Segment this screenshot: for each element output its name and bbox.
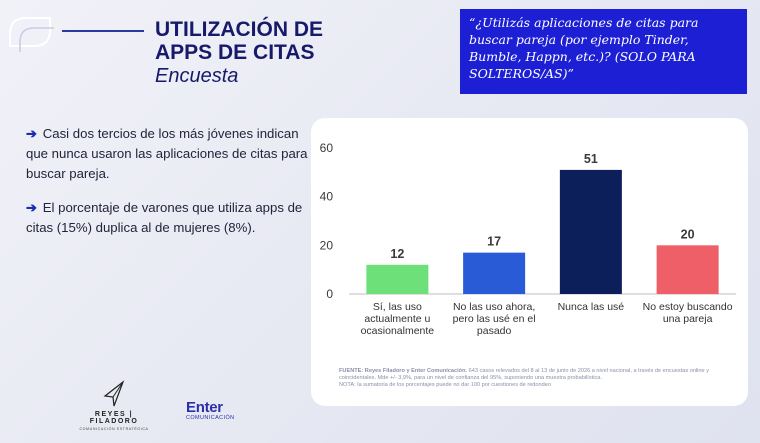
bar (463, 252, 526, 294)
y-tick-label: 60 (320, 141, 334, 155)
arrow-right-icon: ➔ (26, 126, 38, 141)
enter-logo: Enter COMUNICACIÓN (186, 400, 246, 421)
logo1-sub: COMUNICACIÓN ESTRATÉGICA (79, 427, 149, 431)
title-block: UTILIZACIÓN DE APPS DE CITAS Encuesta (155, 18, 323, 87)
bar-chart: 0 20 40 60 12 17 51 20 (320, 141, 736, 301)
bullet-item: ➔ Casi dos tercios de los más jóvenes in… (26, 124, 311, 184)
arrow-right-icon: ➔ (26, 200, 38, 215)
bullet-text: Casi dos tercios de los más jóvenes indi… (26, 126, 308, 181)
bullet-text: El porcentaje de varones que utiliza app… (26, 200, 303, 235)
source-bold: FUENTE: Reyes Filadoro y Enter Comunicac… (339, 368, 468, 374)
category-label: Nunca las usé (557, 301, 625, 313)
page-subtitle: Encuesta (155, 65, 239, 87)
logo1-name: REYES | FILADORO (89, 411, 139, 425)
bar (559, 169, 622, 294)
chart-card: 0 20 40 60 12 17 51 20 Sí, las uso actualmente … (311, 118, 748, 406)
bar-value-label: 12 (390, 247, 404, 261)
y-tick-label: 0 (326, 287, 333, 301)
bar (656, 245, 719, 294)
title-accent-line (62, 30, 144, 32)
category-label: No las uso ahora, pero las usé en el pas… (452, 301, 536, 337)
bullet-list: ➔ Casi dos tercios de los más jóvenes in… (26, 124, 311, 252)
paper-plane-icon (103, 380, 125, 407)
bar-value-label: 20 (681, 227, 695, 241)
note-text: NOTA: la sumatoria de los porcentajes pu… (339, 382, 551, 388)
source-text: 643 casos relevados del 8 al 13 de junio… (339, 368, 710, 381)
bullet-item: ➔ El porcentaje de varones que utiliza a… (26, 198, 311, 238)
y-tick-label: 20 (320, 238, 334, 252)
source-note: FUENTE: Reyes Filadoro y Enter Comunicac… (339, 368, 739, 389)
category-label: Sí, las uso actualmente u ocasionalmente (360, 301, 435, 337)
bar (366, 264, 429, 294)
logo2-sub: COMUNICACIÓN (186, 415, 235, 421)
brand-mark-icon (9, 17, 54, 52)
survey-question-box: “¿Utilizás aplicaciones de citas para bu… (460, 9, 747, 94)
reyes-filadoro-logo: REYES | FILADORO COMUNICACIÓN ESTRATÉGIC… (72, 380, 156, 431)
page-title-line1: UTILIZACIÓN DE (155, 18, 323, 41)
category-label: No estoy buscando una pareja (642, 301, 733, 325)
bar-value-label: 51 (584, 152, 598, 166)
logo2-name: Enter (186, 399, 223, 416)
y-tick-label: 40 (320, 190, 334, 204)
bar-value-label: 17 (487, 235, 501, 249)
page-title-line2: APPS DE CITAS (155, 41, 315, 64)
